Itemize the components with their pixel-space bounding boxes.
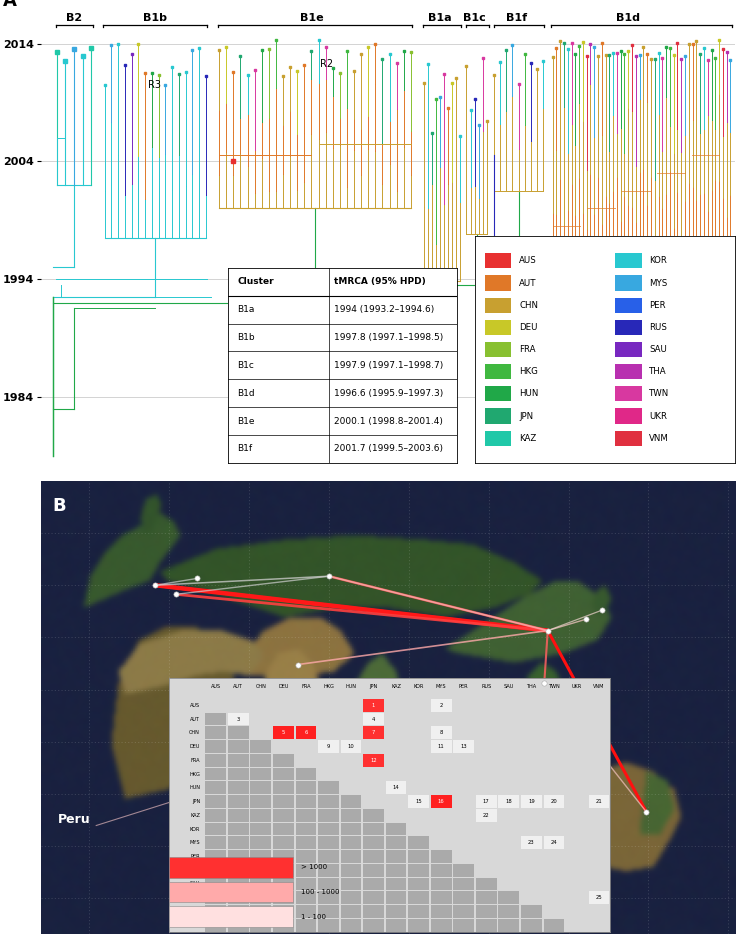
Text: Peru: Peru — [58, 813, 91, 826]
Text: B1b: B1b — [143, 13, 167, 23]
Text: B: B — [52, 497, 66, 515]
Text: B2: B2 — [66, 13, 82, 23]
Text: B1e: B1e — [300, 13, 324, 23]
Text: R3: R3 — [149, 80, 161, 90]
Text: B1f: B1f — [506, 13, 527, 23]
Text: B1a: B1a — [429, 13, 452, 23]
Text: B1d: B1d — [616, 13, 640, 23]
Text: B1c: B1c — [463, 13, 486, 23]
Text: R2: R2 — [320, 59, 333, 69]
Text: A: A — [2, 0, 16, 9]
